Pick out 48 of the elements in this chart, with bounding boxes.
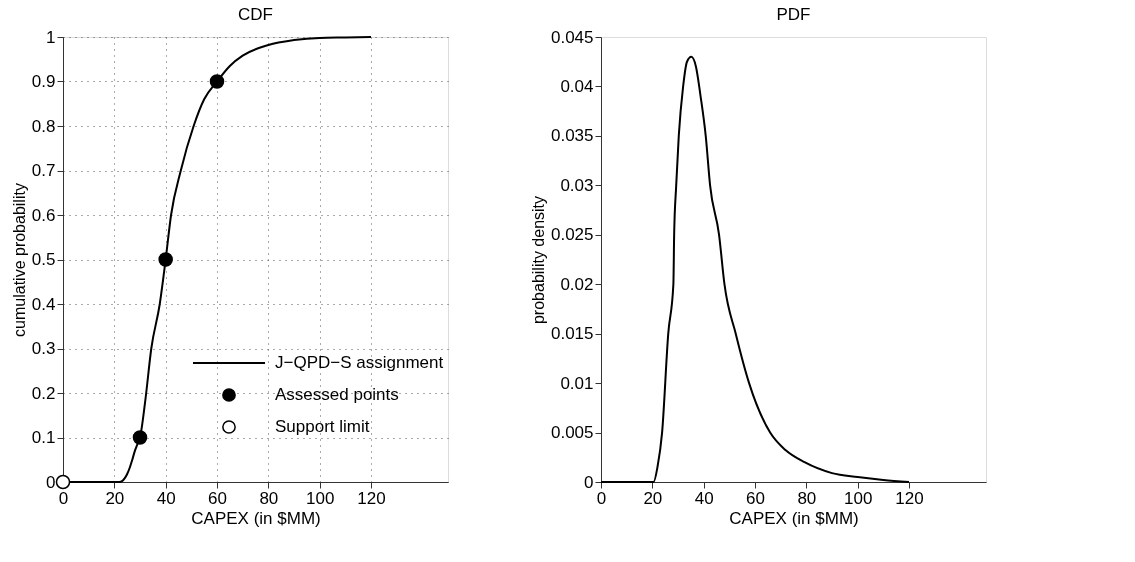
point [132,430,148,445]
y-tick-label: 0.025 [550,225,594,245]
legend-label: J−QPD−S assignment [275,353,444,372]
x-axis-title: CAPEX (in $MM) [191,508,321,528]
y-tick-label: 0.01 [560,373,594,393]
x-tick-label: 40 [694,488,714,508]
x-tick-label: 0 [596,488,607,508]
line-series [600,55,910,483]
y-axis-title: probability density [529,195,547,325]
y-tick-label: 0.04 [560,76,594,96]
y-tick-label: 0.6 [31,205,56,225]
x-tick-label: 20 [643,488,663,508]
y-tick-label: 0 [584,472,594,492]
y-tick-label: 0.015 [550,324,594,344]
y-tick-label: 0.8 [31,116,56,136]
y-tick-label: 0 [46,472,56,492]
x-tick-label: 100 [305,488,335,508]
x-tick-label: 120 [895,488,924,508]
point [158,252,173,267]
chart-title: PDF [776,5,811,24]
x-axis-title: CAPEX (in $MM) [729,508,859,528]
x-tick-label: 60 [208,488,227,508]
x-tick-label: 80 [259,488,279,508]
y-tick-label: 0.5 [31,250,56,269]
y-axis-title: cumulative probability [10,183,28,337]
y-tick-label: 0.03 [560,175,594,195]
y-tick-label: 0.035 [550,126,594,146]
y-tick-label: 0.02 [560,274,594,294]
legend-label: Assessed points [275,385,399,404]
y-tick-label: 0.3 [31,339,56,358]
y-tick-label: 0.1 [31,428,56,447]
chart-title: CDF [238,5,273,24]
x-tick-label: 60 [746,488,765,508]
y-tick-label: 0.2 [31,383,56,403]
x-tick-label: 100 [843,488,873,508]
legend-label: Support limit [275,417,370,436]
point [55,474,71,490]
y-tick-label: 1 [46,27,56,47]
y-tick-label: 0.4 [31,294,56,314]
point [209,74,225,89]
x-tick-label: 120 [357,488,386,508]
y-tick-label: 0.9 [31,72,56,91]
y-tick-label: 0.005 [550,423,594,443]
x-tick-label: 80 [797,488,817,508]
y-tick-label: 0.045 [550,27,594,47]
x-tick-label: 40 [156,488,176,508]
x-tick-label: 20 [105,488,125,508]
y-tick-label: 0.7 [31,161,56,180]
